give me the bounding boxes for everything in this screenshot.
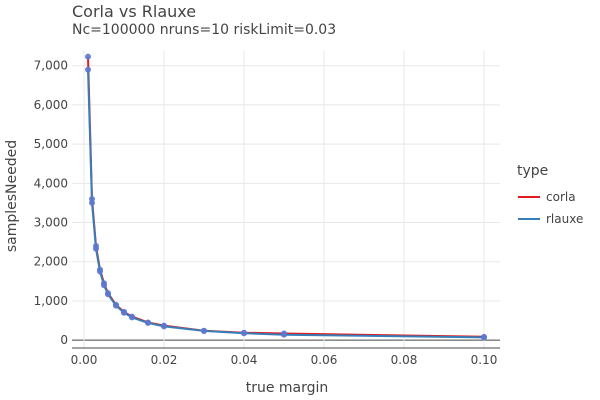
legend-item-corla[interactable]: corla <box>518 190 576 204</box>
data-point-rlauxe <box>121 309 127 316</box>
y-tick-label: 3,000 <box>34 216 68 230</box>
series-layer <box>85 53 487 341</box>
y-tick-label: 0 <box>60 333 68 347</box>
data-point-rlauxe <box>85 66 91 73</box>
x-tick-label: 0.08 <box>391 353 418 367</box>
chart-title: Corla vs Rlauxe <box>72 2 197 21</box>
y-tick-label: 6,000 <box>34 98 68 112</box>
data-point-rlauxe <box>105 291 111 298</box>
x-tick-label: 0.02 <box>151 353 178 367</box>
data-point-rlauxe <box>93 245 99 252</box>
x-tick-label: 0.04 <box>231 353 258 367</box>
data-point-rlauxe <box>101 282 107 289</box>
y-tick-label: 4,000 <box>34 176 68 190</box>
axes: 0 1,000 2,000 3,000 4,000 5,000 6,000 7,000 0.00… <box>34 59 500 367</box>
data-point-rlauxe <box>89 199 95 206</box>
data-point-rlauxe <box>129 314 135 321</box>
data-point-rlauxe <box>241 330 247 337</box>
legend-label: rlauxe <box>546 212 583 226</box>
data-point-rlauxe <box>113 302 119 309</box>
y-tick-label: 2,000 <box>34 255 68 269</box>
grid-lines <box>72 50 500 348</box>
legend-label: corla <box>546 190 576 204</box>
series-line-rlauxe <box>87 69 485 339</box>
data-point-rlauxe <box>97 268 103 275</box>
legend-item-rlauxe[interactable]: rlauxe <box>518 212 583 226</box>
data-point-rlauxe <box>161 323 167 330</box>
x-tick-label: 0.00 <box>71 353 98 367</box>
x-tick-label: 0.06 <box>311 353 338 367</box>
legend[interactable]: type corla rlauxe <box>517 163 583 226</box>
x-axis-title: true margin <box>246 380 329 396</box>
legend-title: type <box>517 163 548 179</box>
series-line-corla <box>87 56 485 338</box>
chart-subtitle: Nc=100000 nruns=10 riskLimit=0.03 <box>72 22 337 38</box>
data-point-rlauxe <box>201 327 207 334</box>
y-axis-title: samplesNeeded <box>4 140 20 252</box>
y-tick-label: 5,000 <box>34 137 68 151</box>
y-tick-label: 7,000 <box>34 59 68 73</box>
data-point-rlauxe <box>481 334 487 341</box>
y-tick-label: 1,000 <box>34 294 68 308</box>
x-tick-label: 0.10 <box>471 353 498 367</box>
data-point-rlauxe <box>281 331 287 338</box>
data-point-corla <box>85 53 91 60</box>
data-point-rlauxe <box>145 319 151 326</box>
